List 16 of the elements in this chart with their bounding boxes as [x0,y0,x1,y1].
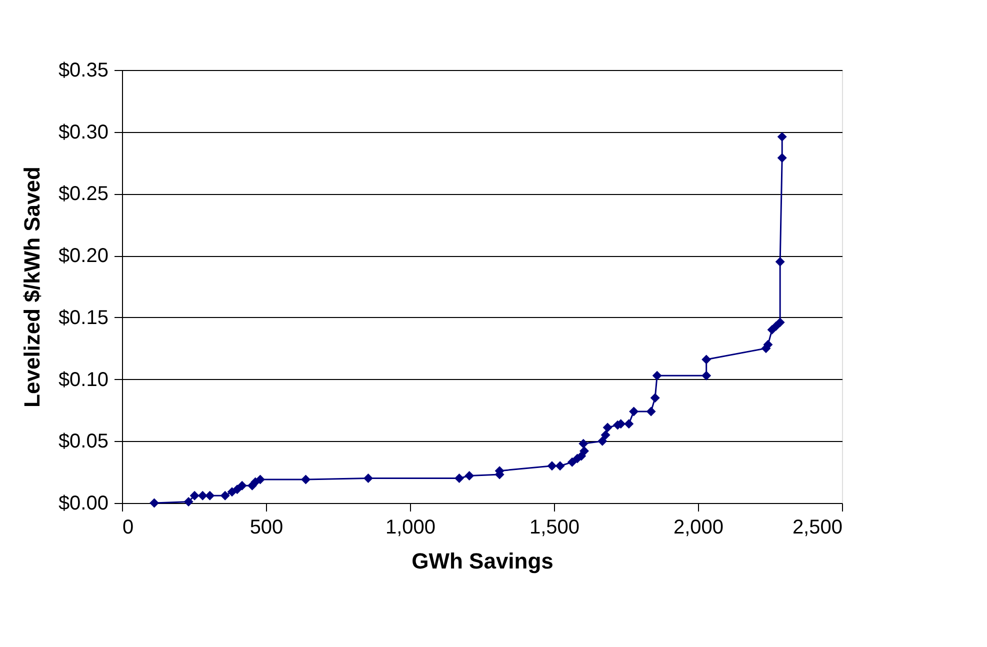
y-tick-label: $0.30 [58,121,108,144]
x-tick-label: 1,000 [385,516,436,538]
x-tick-label: 0 [122,516,134,538]
x-tick-label: 500 [250,516,284,538]
y-tick-label: $0.05 [58,430,108,453]
x-tick-label: 2,500 [792,516,842,538]
y-tick-label: $0.35 [58,60,108,82]
y-tick-label: $0.25 [58,183,108,206]
y-tick-label: $0.00 [58,492,108,514]
x-axis-title: GWh Savings [412,548,554,574]
y-tick-label: $0.10 [58,368,108,391]
x-tick-label: 2,000 [673,516,724,538]
y-tick-label: $0.15 [58,306,108,329]
x-tick-label: 1,500 [529,516,580,538]
y-tick-label: $0.20 [58,245,108,268]
y-axis-title: Levelized $/kWh Saved [19,166,44,408]
